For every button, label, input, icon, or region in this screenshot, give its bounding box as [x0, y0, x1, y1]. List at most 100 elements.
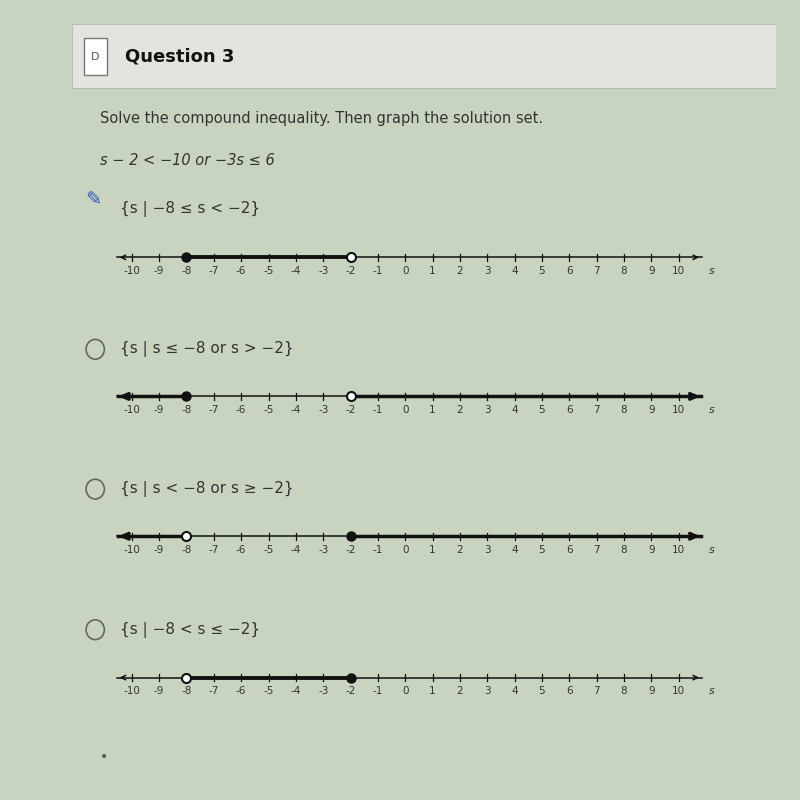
Text: -3: -3 [318, 266, 328, 276]
Text: 10: 10 [672, 545, 686, 554]
Text: 2: 2 [457, 405, 463, 414]
Text: 3: 3 [484, 266, 490, 276]
Text: s: s [709, 266, 714, 276]
Text: 0: 0 [402, 545, 409, 554]
Text: -8: -8 [182, 545, 192, 554]
Text: -4: -4 [290, 545, 301, 554]
Text: -2: -2 [346, 266, 356, 276]
Text: 7: 7 [594, 545, 600, 554]
Text: -8: -8 [182, 405, 192, 414]
Text: -10: -10 [123, 405, 140, 414]
Text: s: s [709, 545, 714, 554]
Text: 9: 9 [648, 405, 654, 414]
Text: 0: 0 [402, 686, 409, 696]
Text: -9: -9 [154, 405, 164, 414]
Text: 4: 4 [511, 686, 518, 696]
Text: -1: -1 [373, 405, 383, 414]
Text: D: D [91, 52, 99, 62]
Text: -1: -1 [373, 266, 383, 276]
Text: s − 2 < −10 or −3s ≤ 6: s − 2 < −10 or −3s ≤ 6 [100, 154, 275, 168]
Text: 6: 6 [566, 266, 573, 276]
Text: -10: -10 [123, 266, 140, 276]
Text: Question 3: Question 3 [125, 48, 234, 66]
Text: 10: 10 [672, 405, 686, 414]
Text: 8: 8 [621, 405, 627, 414]
Text: 8: 8 [621, 266, 627, 276]
Text: s: s [709, 405, 714, 414]
Text: 2: 2 [457, 266, 463, 276]
Text: -2: -2 [346, 686, 356, 696]
Text: 5: 5 [538, 686, 546, 696]
Text: {s | −8 < s ≤ −2}: {s | −8 < s ≤ −2} [120, 622, 260, 638]
Text: -9: -9 [154, 545, 164, 554]
Text: -10: -10 [123, 545, 140, 554]
Text: 6: 6 [566, 405, 573, 414]
Text: -9: -9 [154, 686, 164, 696]
Text: 7: 7 [594, 405, 600, 414]
Text: 3: 3 [484, 545, 490, 554]
Text: s: s [709, 686, 714, 696]
Text: 8: 8 [621, 545, 627, 554]
Text: -8: -8 [182, 266, 192, 276]
Text: -7: -7 [209, 545, 219, 554]
Text: 1: 1 [430, 405, 436, 414]
Text: {s | s ≤ −8 or s > −2}: {s | s ≤ −8 or s > −2} [120, 342, 294, 358]
Text: -5: -5 [263, 266, 274, 276]
Text: 2: 2 [457, 686, 463, 696]
Text: -2: -2 [346, 405, 356, 414]
Text: 8: 8 [621, 686, 627, 696]
Text: 5: 5 [538, 545, 546, 554]
Text: 4: 4 [511, 545, 518, 554]
Text: 9: 9 [648, 686, 654, 696]
Text: -6: -6 [236, 545, 246, 554]
Text: 3: 3 [484, 686, 490, 696]
Text: -4: -4 [290, 686, 301, 696]
Text: 9: 9 [648, 545, 654, 554]
Bar [84, 38, 107, 75]
Text: ✎: ✎ [85, 191, 102, 210]
Text: -5: -5 [263, 545, 274, 554]
Text: -5: -5 [263, 686, 274, 696]
Text: 2: 2 [457, 545, 463, 554]
Text: 0: 0 [402, 405, 409, 414]
Text: -9: -9 [154, 266, 164, 276]
Text: 3: 3 [484, 405, 490, 414]
Text: 7: 7 [594, 686, 600, 696]
Text: 1: 1 [430, 266, 436, 276]
Text: -10: -10 [123, 686, 140, 696]
Text: -6: -6 [236, 405, 246, 414]
Text: 6: 6 [566, 545, 573, 554]
Text: 10: 10 [672, 686, 686, 696]
Text: 1: 1 [430, 545, 436, 554]
Bar [72, 24, 776, 88]
Text: -2: -2 [346, 545, 356, 554]
Text: -3: -3 [318, 405, 328, 414]
Text: {s | −8 ≤ s < −2}: {s | −8 ≤ s < −2} [120, 202, 260, 218]
Text: 4: 4 [511, 266, 518, 276]
Text: -7: -7 [209, 405, 219, 414]
Text: 7: 7 [594, 266, 600, 276]
Text: 6: 6 [566, 686, 573, 696]
Text: 1: 1 [430, 686, 436, 696]
Text: -5: -5 [263, 405, 274, 414]
Text: {s | s < −8 or s ≥ −2}: {s | s < −8 or s ≥ −2} [120, 481, 294, 497]
Text: •: • [100, 750, 109, 765]
Text: -3: -3 [318, 686, 328, 696]
Text: 5: 5 [538, 266, 546, 276]
Text: 10: 10 [672, 266, 686, 276]
Text: -3: -3 [318, 545, 328, 554]
Text: -6: -6 [236, 686, 246, 696]
Text: -4: -4 [290, 266, 301, 276]
Text: 9: 9 [648, 266, 654, 276]
Text: 5: 5 [538, 405, 546, 414]
Text: -6: -6 [236, 266, 246, 276]
Text: -4: -4 [290, 405, 301, 414]
Text: -7: -7 [209, 266, 219, 276]
Text: 4: 4 [511, 405, 518, 414]
Text: -1: -1 [373, 686, 383, 696]
Text: -8: -8 [182, 686, 192, 696]
Text: 0: 0 [402, 266, 409, 276]
Text: -1: -1 [373, 545, 383, 554]
Text: Solve the compound inequality. Then graph the solution set.: Solve the compound inequality. Then grap… [100, 110, 543, 126]
Text: -7: -7 [209, 686, 219, 696]
